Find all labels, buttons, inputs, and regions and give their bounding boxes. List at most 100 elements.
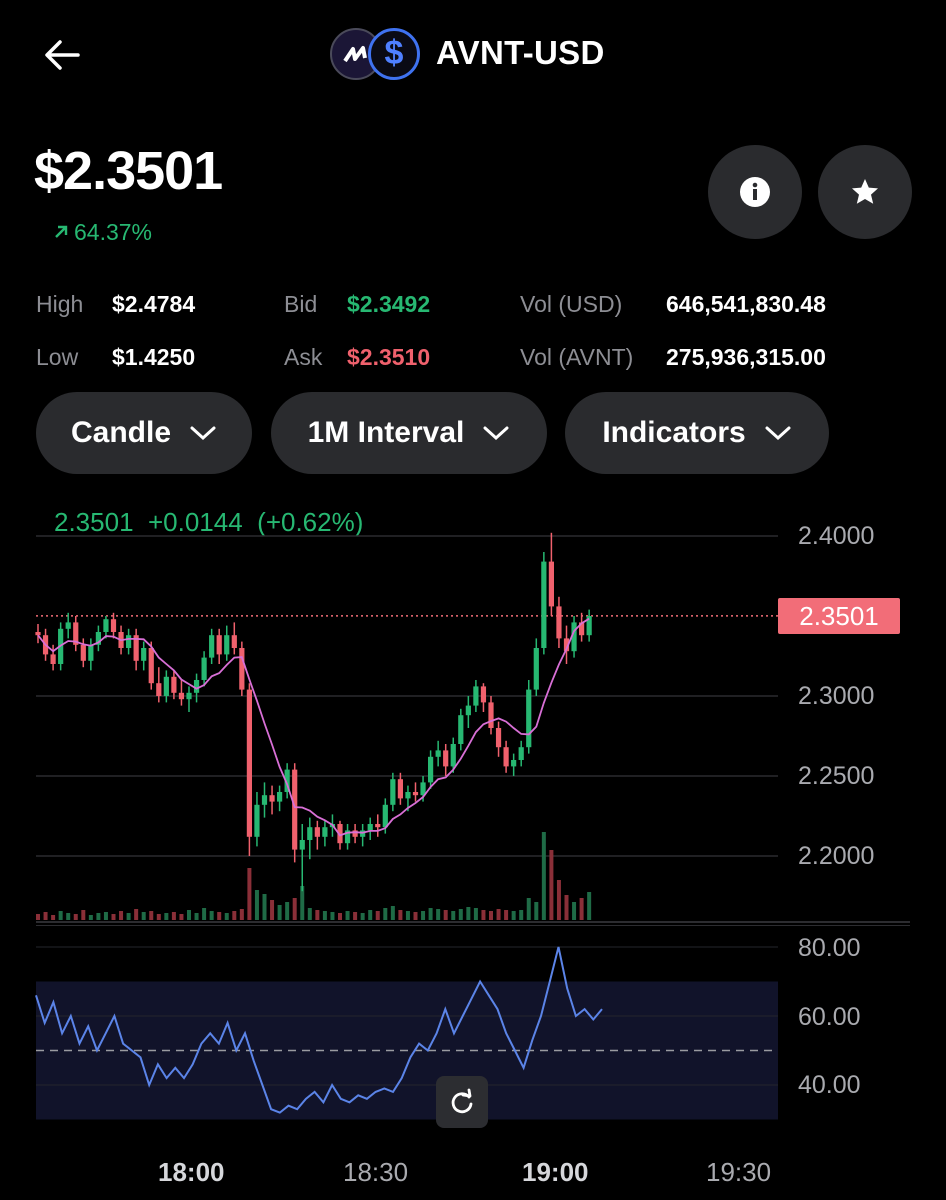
candle-body: [420, 782, 426, 796]
volume-bar: [164, 913, 169, 920]
volume-bar: [421, 911, 426, 920]
info-icon: [740, 177, 770, 207]
volume-bar: [81, 910, 86, 920]
volume-bar: [564, 895, 569, 920]
volume-bar: [345, 911, 350, 920]
interval-dropdown[interactable]: 1M Interval: [271, 392, 547, 474]
y-tick-label: 2.3000: [798, 682, 875, 710]
volume-bar: [254, 890, 259, 920]
ask-value: $2.3510: [347, 344, 431, 370]
volume-bar: [66, 913, 71, 920]
candle-body: [586, 616, 592, 636]
candle-body: [458, 715, 464, 744]
volume-bar: [88, 915, 93, 920]
volume-bar: [541, 832, 546, 920]
candle-body: [337, 824, 343, 844]
volume-bar: [383, 908, 388, 920]
volume-bar: [149, 911, 154, 920]
volume-bar: [285, 902, 290, 920]
vol-usd-label: Vol (USD): [520, 291, 623, 317]
volume-bar: [398, 910, 403, 920]
reset-icon: [451, 1088, 473, 1114]
price-change: 64.37%: [52, 219, 152, 246]
candle-body: [284, 769, 290, 792]
volume-bar: [73, 914, 78, 920]
volume-bar: [443, 910, 448, 920]
favorite-button[interactable]: [818, 145, 912, 239]
candle-body: [556, 606, 562, 639]
candle-body: [261, 795, 268, 805]
volume-bar: [473, 908, 478, 920]
chart-type-dropdown[interactable]: Candle: [36, 392, 252, 474]
volume-bar: [511, 911, 516, 920]
volume-bar: [307, 908, 312, 920]
candle-body: [88, 644, 94, 661]
arrow-left-icon: [45, 40, 80, 70]
volume-bar: [496, 909, 501, 920]
candle-body: [443, 750, 449, 767]
candle-body: [156, 683, 162, 696]
usd-logo-icon: $: [368, 28, 420, 80]
candle-body: [511, 760, 517, 767]
candle-body: [186, 692, 192, 700]
back-button[interactable]: [38, 30, 88, 80]
y-tick-label: 2.2500: [798, 762, 875, 790]
candle-body: [495, 728, 502, 748]
candle-body: [148, 648, 154, 684]
candle-body: [254, 804, 260, 837]
candle-body: [35, 632, 41, 636]
candle-body: [141, 648, 147, 661]
volume-bar: [519, 910, 524, 920]
low-label: Low: [36, 344, 79, 370]
candle-body: [526, 689, 532, 748]
candle-body: [465, 705, 471, 716]
volume-bar: [202, 908, 207, 920]
volume-bar: [579, 898, 584, 920]
volume-bar: [330, 912, 335, 920]
volume-bar: [292, 898, 297, 920]
volume-bar: [119, 911, 124, 920]
bid-value: $2.3492: [347, 291, 431, 317]
candle-body: [65, 622, 71, 629]
volume-bar: [224, 913, 229, 920]
volume-bar: [103, 912, 108, 920]
chevron-down-icon: [190, 426, 216, 441]
price-chart[interactable]: [0, 520, 946, 940]
volume-bar: [239, 909, 244, 920]
volume-bar: [194, 913, 199, 920]
candle-body: [95, 632, 101, 645]
volume-bar: [262, 894, 267, 920]
chart-type-label: Candle: [70, 416, 172, 449]
candle-body: [375, 824, 381, 828]
volume-bar: [156, 914, 161, 920]
volume-bar: [375, 911, 380, 920]
candle-body: [405, 792, 411, 799]
candle-body: [216, 635, 222, 655]
chevron-down-icon: [765, 426, 791, 441]
candle-body: [193, 680, 200, 693]
candle-body: [292, 769, 298, 850]
moving-average-line: [37, 617, 590, 837]
volume-bar: [587, 892, 592, 920]
candle-body: [307, 827, 313, 840]
reset-zoom-button[interactable]: [436, 1076, 488, 1128]
legend-delta-pct: (+0.62%): [257, 507, 364, 537]
rsi-chart[interactable]: [0, 925, 946, 1140]
legend-price: 2.3501: [54, 507, 134, 537]
x-tick-label: 19:30: [706, 1157, 772, 1187]
candle-body: [269, 795, 275, 802]
info-button[interactable]: [708, 145, 802, 239]
volume-bar: [300, 886, 305, 920]
volume-bar: [58, 911, 63, 920]
candle-body: [277, 792, 283, 802]
candle-body: [367, 824, 373, 831]
candle-body: [480, 686, 487, 703]
candle-body: [390, 779, 396, 805]
volume-bar: [338, 913, 342, 920]
volume-bar: [232, 911, 237, 920]
volume-bar: [466, 907, 471, 920]
indicators-dropdown[interactable]: Indicators: [565, 392, 829, 474]
volume-bar: [368, 910, 373, 920]
candle-body: [397, 779, 403, 799]
rsi-line: [35, 946, 603, 1114]
